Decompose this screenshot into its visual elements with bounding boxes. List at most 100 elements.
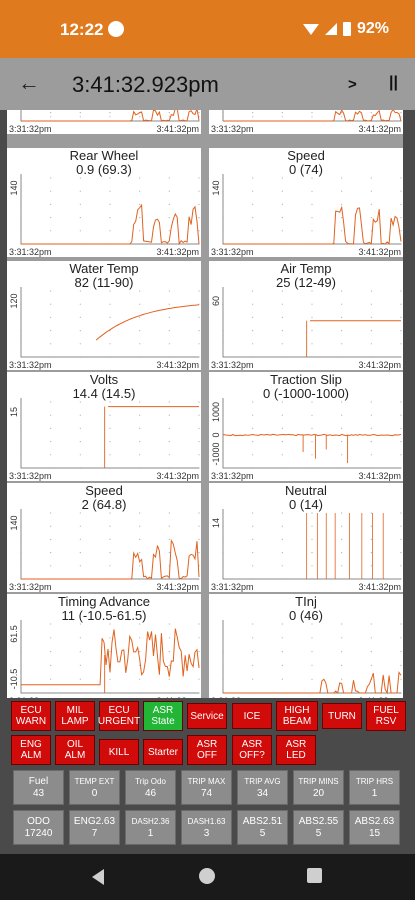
grid-dot — [139, 401, 141, 403]
nav-home-icon[interactable] — [199, 868, 215, 884]
indicator-ice[interactable]: ICE — [232, 703, 272, 729]
gauge-dash1-63: DASH1.63 3 — [181, 810, 232, 845]
grid-dot — [281, 330, 283, 332]
grid-dot — [139, 512, 141, 514]
wifi-icon — [302, 23, 319, 35]
chart-panel[interactable]: 1000 0 -1000 3:31:32pm 3:41:32pm Traction Sli… — [209, 372, 403, 481]
grid-dot — [341, 330, 343, 332]
chart-panel[interactable]: 60 3:31:32pm 3:41:32pm Air Temp 25 (12-49) — [209, 261, 403, 370]
grid-dot — [370, 651, 372, 653]
grid-dot — [168, 303, 170, 305]
grid-dot — [168, 651, 170, 653]
indicator-starter[interactable]: Starter — [143, 739, 183, 765]
nav-back-icon[interactable] — [92, 869, 104, 885]
chart-panel[interactable]: 61.5 -10.5 3:31:32pm 3:41:32pm Timing Advanc… — [7, 594, 201, 698]
grid-dot — [252, 116, 254, 118]
chart-panel[interactable]: 140 3:31:32pm 3:41:32pm Rear Wheel 0.9 (69.3… — [7, 148, 201, 257]
chart-panel[interactable]: 120 3:31:32pm 3:41:32pm Water Temp 82 (11-90… — [7, 261, 201, 370]
grid-dot — [281, 454, 283, 456]
grid-dot — [370, 112, 372, 114]
grid-dot — [168, 623, 170, 625]
grid-dot — [139, 303, 141, 305]
grid-dot — [79, 651, 81, 653]
nav-recents-icon[interactable] — [307, 868, 322, 883]
grid-dot — [198, 330, 200, 332]
pause-icon[interactable]: || — [389, 74, 398, 91]
grid-dot — [400, 441, 402, 443]
arrow-left-icon[interactable]: ← — [18, 70, 40, 95]
grid-dot — [311, 112, 313, 114]
indicator-turn[interactable]: TURN — [322, 703, 362, 729]
indicator-asr-off[interactable]: ASR OFF? — [232, 735, 272, 765]
chart-title: Volts — [89, 372, 119, 387]
grid-dot — [400, 116, 402, 118]
grid-dot — [252, 441, 254, 443]
chart-panel[interactable]: 3:31:32pm 3:41:32pm — [7, 110, 201, 134]
grid-dot — [109, 116, 111, 118]
grid-dot — [370, 525, 372, 527]
y-min-label: -1000 — [211, 442, 221, 465]
grid-dot — [79, 525, 81, 527]
grid-dot — [139, 230, 141, 232]
grid-dot — [198, 427, 200, 429]
grid-dot — [370, 512, 372, 514]
chart-value: 0 (46) — [289, 608, 323, 623]
grid-dot — [370, 664, 372, 666]
indicator-asr-led[interactable]: ASR LED — [276, 735, 316, 765]
indicator-high-beam[interactable]: HIGH BEAM — [276, 701, 318, 731]
grid-dot — [139, 330, 141, 332]
indicator-ecu-warn[interactable]: ECU WARN — [11, 701, 51, 731]
grid-dot — [252, 664, 254, 666]
indicator-service[interactable]: Service — [187, 703, 227, 729]
indicator-mil-lamp[interactable]: MIL LAMP — [55, 701, 95, 731]
chart-grid[interactable]: 3:31:32pm 3:41:32pm 3:31:32pm 3:41:32pm 140 3… — [7, 110, 403, 698]
grid-dot — [168, 316, 170, 318]
gauge-label: TRIP AVG — [244, 776, 281, 786]
chart-plot: 140 3:31:32pm 3:41:32pm — [9, 174, 200, 257]
indicator-asr-off[interactable]: ASR OFF — [187, 735, 227, 765]
grid-dot — [311, 637, 313, 639]
grid-dot — [79, 116, 81, 118]
grid-dot — [341, 401, 343, 403]
chart-panel[interactable]: 140 3:31:32pm 3:41:32pm Speed 0 (74) — [209, 148, 403, 257]
chart-panel[interactable]: 14 3:31:32pm 3:41:32pm Neutral 0 (14) — [209, 483, 403, 592]
indicator-asr-state[interactable]: ASR State — [143, 701, 183, 731]
indicator-ecu-urgent[interactable]: ECU URGENT — [98, 701, 140, 731]
grid-dot — [139, 177, 141, 179]
grid-dot — [168, 203, 170, 205]
grid-dot — [198, 678, 200, 680]
y-max-label: 140 — [211, 180, 221, 195]
indicator-eng-alm[interactable]: ENG ALM — [11, 735, 51, 765]
grid-dot — [50, 651, 52, 653]
x-start-label: 3:31:32pm — [9, 582, 52, 592]
chart-value: 14.4 (14.5) — [72, 386, 136, 401]
grid-dot — [50, 538, 52, 540]
grid-dot — [341, 525, 343, 527]
grid-dot — [341, 623, 343, 625]
grid-dot — [109, 525, 111, 527]
grid-dot — [400, 623, 402, 625]
grid-dot — [168, 177, 170, 179]
grid-dot — [252, 290, 254, 292]
chart-panel[interactable]: 140 3:31:32pm 3:41:32pm Speed 2 (64.8) — [7, 483, 201, 592]
gauge-abs2-51: ABS2.51 5 — [237, 810, 288, 845]
notification-dot-icon — [108, 21, 124, 37]
grid-dot — [79, 664, 81, 666]
indicator-kill[interactable]: KILL — [99, 739, 139, 765]
indicator-oil-alm[interactable]: OIL ALM — [55, 735, 95, 765]
grid-dot — [198, 217, 200, 219]
indicator-fuel-rsv[interactable]: FUEL RSV — [366, 701, 406, 731]
grid-dot — [139, 290, 141, 292]
grid-dot — [109, 623, 111, 625]
chart-panel[interactable]: 3:31:32pm 3:41:32pm — [209, 110, 403, 134]
x-start-label: 3:31:32pm — [9, 360, 52, 370]
play-icon[interactable]: > — [348, 76, 357, 93]
grid-dot — [79, 454, 81, 456]
grid-dot — [311, 177, 313, 179]
grid-dot — [79, 565, 81, 567]
y-max-label: 140 — [9, 515, 19, 530]
grid-dot — [311, 330, 313, 332]
chart-panel[interactable]: 15 3:31:32pm 3:41:32pm Volts 14.4 (14.5) — [7, 372, 201, 481]
grid-dot — [109, 651, 111, 653]
